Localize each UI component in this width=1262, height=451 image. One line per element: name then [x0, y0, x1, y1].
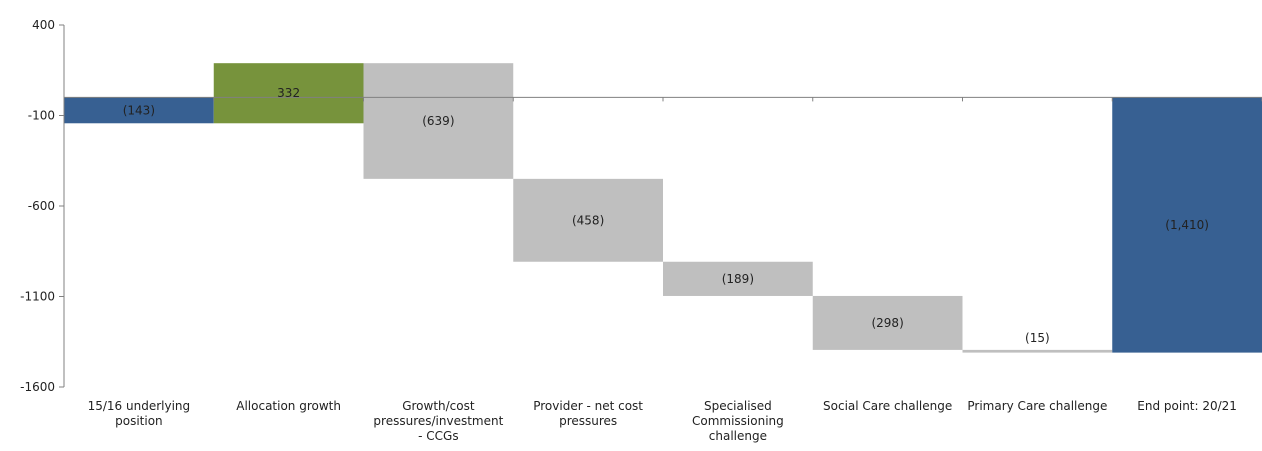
x-tick-label-line: Social Care challenge — [823, 399, 952, 413]
bar-1 — [64, 97, 214, 124]
data-label-7: (15) — [1025, 331, 1050, 345]
x-tick-label-3: Growth/cost pressures/investment - CCGs — [373, 399, 503, 443]
bar-5 — [663, 261, 813, 296]
x-tick-label-7: Primary Care challenge — [967, 399, 1107, 413]
x-tick-label-line: Provider - net cost — [533, 399, 643, 413]
x-tick-label-5: Specialised Commissioning challenge — [692, 399, 784, 443]
data-label-6: (298) — [871, 316, 903, 330]
bar-7 — [962, 349, 1113, 353]
x-tick-label-line: pressures/investment — [373, 414, 503, 428]
x-tick-label-line: challenge — [709, 429, 767, 443]
x-tick-label-line: - CCGs — [418, 429, 458, 443]
data-label-1: (143) — [123, 103, 155, 117]
x-tick-label-4: Provider - net cost pressures — [533, 399, 643, 428]
y-tick-label-5: -1600 — [20, 380, 55, 394]
data-label-5: (189) — [722, 272, 754, 286]
y-tick-label-2: -100 — [28, 109, 55, 123]
x-tick-label-line: pressures — [559, 414, 617, 428]
data-labels-group: (143) 332 (639) (458) (189) (298) (15) (1,410) — [123, 86, 1209, 345]
x-tick-label-line: End point: 20/21 — [1137, 399, 1237, 413]
x-tick-label-line: Commissioning — [692, 414, 784, 428]
x-tick-label-line: position — [115, 414, 163, 428]
x-tick-label-line: Allocation growth — [236, 399, 341, 413]
x-tick-label-line: Growth/cost — [402, 399, 475, 413]
data-label-8: (1,410) — [1165, 218, 1209, 232]
bar-3 — [363, 63, 514, 179]
data-label-3: (639) — [422, 114, 454, 128]
data-label-4: (458) — [572, 213, 604, 227]
x-tick-label-8: End point: 20/21 — [1137, 399, 1237, 413]
x-tick-label-2: Allocation growth — [236, 399, 341, 413]
y-tick-label-4: -1100 — [20, 290, 55, 304]
x-tick-label-line: 15/16 underlying — [88, 399, 191, 413]
data-label-2: 332 — [277, 86, 300, 100]
bars-group — [64, 63, 1262, 353]
bar-8 — [1112, 97, 1262, 353]
x-tick-label-1: 15/16 underlying position — [88, 399, 191, 428]
x-tick-label-6: Social Care challenge — [823, 399, 952, 413]
bar-4 — [513, 178, 663, 262]
y-tick-label-3: -600 — [28, 199, 55, 213]
x-tick-label-line: Specialised — [704, 399, 772, 413]
y-tick-label-1: 400 — [32, 18, 55, 32]
x-tick-label-line: Primary Care challenge — [967, 399, 1107, 413]
bar-6 — [812, 295, 963, 350]
bar-2 — [213, 63, 364, 124]
